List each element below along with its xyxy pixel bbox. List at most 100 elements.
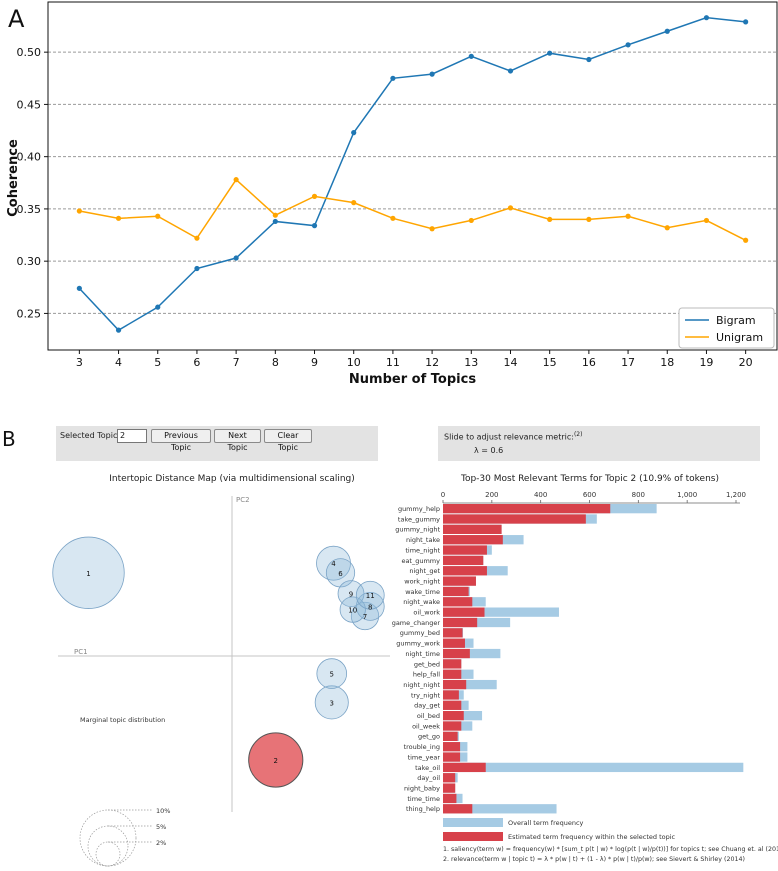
series-line-unigram	[79, 178, 746, 241]
data-point-bigram	[429, 71, 435, 77]
topic-frequency-bar	[443, 721, 462, 731]
term-label: time_year	[408, 753, 441, 761]
topic-frequency-bar	[443, 659, 462, 669]
term-label: take_gummy	[398, 515, 440, 523]
topic-frequency-bar	[443, 586, 469, 597]
data-point-unigram	[586, 216, 592, 222]
topic-bubble-label-2: 2	[274, 757, 278, 765]
data-point-unigram	[664, 225, 670, 231]
data-point-unigram	[468, 217, 474, 224]
topic-frequency-bar	[443, 804, 473, 814]
term-label: day_get	[414, 702, 440, 710]
pc2-label: PC2	[236, 496, 250, 504]
bar-x-tick-label: 1,000	[677, 491, 697, 499]
term-label: try_night	[411, 691, 440, 699]
topic-bubble-label-1: 1	[86, 570, 90, 578]
x-tick-label: 8	[272, 356, 279, 369]
data-point-bigram	[272, 218, 278, 225]
term-label: trouble_ing	[404, 743, 440, 751]
data-point-bigram	[547, 50, 553, 56]
term-label: gummy_bed	[400, 629, 440, 637]
data-point-unigram	[233, 177, 239, 183]
topic-bubble-11[interactable]	[355, 580, 385, 610]
data-point-bigram	[586, 56, 592, 63]
topic-bubble-5[interactable]	[316, 658, 348, 689]
x-tick-label: 4	[115, 356, 122, 369]
data-point-unigram	[547, 216, 553, 222]
topic-frequency-bar	[443, 597, 473, 607]
data-point-bigram	[468, 53, 474, 59]
topic-bubble-label-10: 10	[348, 607, 357, 615]
term-label: get_go	[418, 733, 440, 741]
topic-frequency-bar	[443, 731, 458, 741]
y-tick-label: 0.25	[17, 307, 42, 320]
term-label: game_changer	[392, 619, 441, 627]
bar-legend-swatch	[443, 818, 503, 827]
previous-topic-button[interactable]: Previous Topic	[151, 429, 211, 452]
x-tick-label: 7	[233, 356, 240, 369]
data-point-unigram	[115, 215, 122, 221]
term-label: take_oil	[415, 764, 440, 772]
topic-frequency-bar	[443, 514, 586, 524]
topic-frequency-bar	[443, 576, 476, 586]
topic-frequency-bar	[443, 793, 457, 804]
y-tick-label: 0.45	[17, 98, 42, 111]
data-point-bigram	[351, 130, 357, 136]
x-tick-label: 5	[154, 356, 161, 369]
topic-frequency-bar	[443, 783, 456, 793]
topic-frequency-bar	[443, 690, 459, 700]
topic-bubble-label-5: 5	[330, 671, 334, 679]
topic-bubble-label-4: 4	[331, 560, 336, 568]
data-point-unigram	[703, 217, 710, 224]
bar-legend-label: Overall term frequency	[508, 819, 584, 827]
topic-bubble-label-7: 7	[363, 613, 367, 621]
x-tick-label: 12	[425, 356, 439, 369]
data-point-bigram	[507, 68, 514, 74]
overall-frequency-bar	[443, 648, 501, 659]
term-label: gummy_night	[395, 526, 440, 534]
marginal-legend-circle	[79, 809, 137, 867]
marginal-legend-circle	[87, 825, 129, 867]
topic-bubble-1[interactable]	[52, 536, 125, 609]
topic-bubble-label-6: 6	[338, 570, 343, 578]
x-tick-label: 11	[386, 356, 400, 369]
bar-legend-swatch	[443, 832, 503, 841]
panel-b-label: B	[2, 427, 16, 451]
data-point-unigram	[743, 237, 749, 243]
clear-topic-button[interactable]: Clear Topic	[264, 429, 312, 452]
topic-bubble-8[interactable]	[355, 592, 385, 621]
bar-x-tick-label: 1,200	[726, 491, 746, 499]
data-point-bigram	[115, 327, 122, 333]
data-point-bigram	[311, 223, 318, 229]
term-label: get_bed	[414, 660, 440, 668]
term-label: night_wake	[403, 598, 440, 606]
selected-topic-label: Selected Topic:	[60, 431, 121, 440]
topic-bubble-2[interactable]	[248, 732, 304, 788]
topic-bubble-6[interactable]	[325, 558, 356, 588]
overall-frequency-bar	[443, 762, 744, 773]
data-point-unigram	[76, 208, 82, 214]
formula-footnote: 1. saliency(term w) = frequency(w) * [su…	[443, 846, 778, 853]
data-point-bigram	[390, 75, 396, 81]
marginal-legend-label: 2%	[156, 839, 166, 847]
term-label: night_take	[406, 536, 440, 544]
topic-frequency-bar	[443, 679, 467, 690]
relevance-slider-label: Slide to adjust relevance metric:(2)	[444, 431, 582, 442]
data-point-bigram	[703, 15, 710, 21]
term-label: time_night	[405, 546, 440, 554]
next-topic-button[interactable]: Next Topic	[214, 429, 261, 452]
data-point-bigram	[76, 285, 82, 291]
data-point-unigram	[155, 213, 161, 219]
term-label: work_night	[404, 577, 440, 585]
data-point-bigram	[233, 255, 239, 261]
bar-x-tick-label: 600	[583, 491, 596, 499]
topic-frequency-bar	[443, 742, 461, 752]
topic-bubble-label-9: 9	[349, 591, 353, 599]
bar-legend-label: Estimated term frequency within the sele…	[508, 833, 676, 841]
y-tick-label: 0.30	[17, 255, 42, 268]
data-point-bigram	[625, 42, 631, 48]
term-label: wake_time	[405, 588, 440, 596]
selected-topic-input[interactable]: 2	[117, 429, 147, 443]
topic-bubble-3[interactable]	[314, 685, 349, 720]
bar-x-tick-label: 800	[632, 491, 645, 499]
